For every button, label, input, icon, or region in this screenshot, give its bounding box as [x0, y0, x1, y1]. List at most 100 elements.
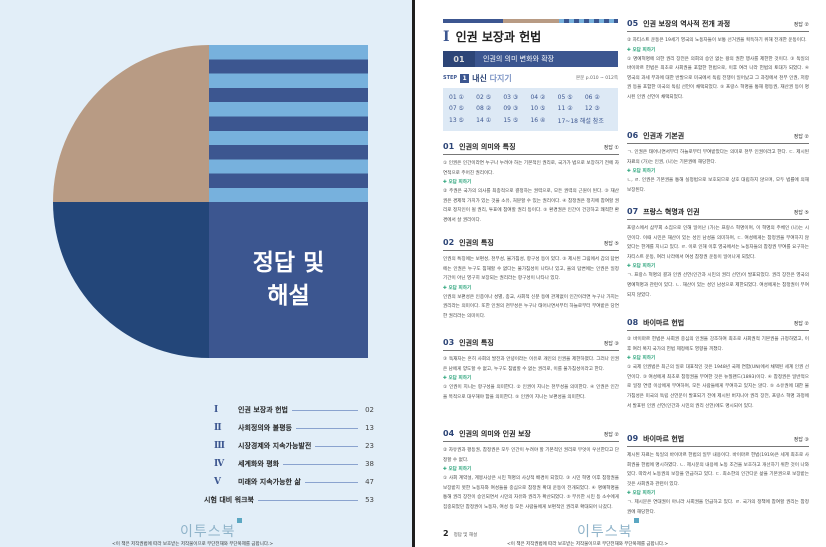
logo-text: 이투스북: [577, 524, 633, 540]
wrong-answer-tip-label: ✚ 오답 피하기: [443, 467, 472, 473]
step-header: STEP 1 내신 다지기 본문 p.010 ~ 012쪽: [443, 73, 618, 83]
toc-roman-numeral: Ⅲ: [214, 441, 225, 451]
chapter-title: 인권의 의미 변화와 확장: [483, 55, 555, 63]
answer-cell: 03 ③: [503, 94, 519, 101]
section-title: 인권 보장의 역사적 전개 과정: [643, 20, 731, 28]
answer-cell: 17~18 해설 참조: [557, 118, 604, 125]
answer-cell: 15 ⑤: [503, 117, 519, 124]
page-number-value: 2: [443, 529, 449, 538]
section-title: 프랑스 혁명과 인권: [643, 208, 700, 216]
wrong-answer-tip-label: ✚ 오답 피하기: [627, 169, 656, 175]
section-title: 인권의 특징: [459, 339, 494, 347]
publisher-logo: 이투스북: [180, 518, 242, 541]
toc-roman-numeral: Ⅱ: [214, 423, 222, 433]
answer-cell: 12 ③: [584, 105, 600, 112]
section-answer: 정답 ②: [793, 22, 809, 28]
explanation-section: 07 프랑스 혁명과 인권 정답 ⑤ 프랑스에서 삼부회 소집으로 인해 일어난 (가…: [627, 207, 809, 300]
wrong-answer-tip-label: ✚ 오답 피하기: [443, 376, 472, 382]
section-answer: 정답 ①: [603, 145, 619, 151]
toc-page-number: 38: [365, 460, 374, 468]
section-header: 07 프랑스 혁명과 인권 정답 ⑤: [627, 207, 809, 220]
wrong-answer-tip-body: 인권의 보편성은 인종이나 성별, 종교, 사회적 신분 등에 관계없이 인간이…: [443, 294, 619, 319]
section-title: 바이마르 헌법: [643, 319, 685, 327]
cover-stripes: [209, 45, 368, 202]
page-number: 2 정답 및 해설: [443, 529, 477, 538]
section-answer: 정답 ⑤: [603, 241, 619, 247]
wrong-answer-tip-body: ① 인권이 지니는 항구성을 의미한다. ② 인권이 지니는 천부성을 의미한다…: [443, 385, 619, 400]
section-body: 제시된 자료는 독일의 바이마르 헌법의 일부 내용이다. 바이마르 헌법(19…: [627, 453, 809, 487]
table-of-contents: Ⅰ 인권 보장과 헌법 02 Ⅱ 사회정의와 불평등 13 Ⅲ 시장경제와 지속가능발전 23 Ⅳ…: [204, 401, 374, 509]
section-answer: 정답 ②: [793, 134, 809, 140]
unit-title-text: 인권 보장과 헌법: [455, 30, 542, 44]
step-label: STEP: [443, 75, 458, 81]
section-title: 인권의 특징: [459, 239, 494, 247]
section-number: 01: [443, 142, 455, 151]
explanation-section: 01 인권의 의미와 특징 정답 ① ① 인권은 인간이라면 누구나 누려야 하는 기…: [443, 142, 619, 226]
wrong-answer-tip-label: ✚ 오답 피하기: [443, 285, 472, 291]
answer-cell: 04 ②: [530, 94, 546, 101]
section-body: 프랑스에서 삼부회 소집으로 인해 일어난 (가)는 프랑스 혁명이며, 이 혁…: [627, 226, 809, 260]
toc-item[interactable]: Ⅲ 시장경제와 지속가능발전 23: [214, 437, 374, 455]
answer-cell: 11 ②: [557, 105, 573, 112]
toc-item[interactable]: Ⅴ 미래와 지속가능한 삶 47: [214, 473, 374, 491]
toc-label: 인권 보장과 헌법: [238, 406, 288, 414]
toc-roman-numeral: Ⅴ: [214, 477, 221, 487]
section-number: 08: [627, 318, 639, 327]
section-header: 03 인권의 특징 정답 ③: [443, 338, 619, 351]
section-number: 09: [627, 434, 639, 443]
toc-label: 미래와 지속가능한 삶: [238, 478, 301, 486]
wrong-answer-tip-label: ✚ 오답 피하기: [627, 356, 656, 362]
logo-text: 이투스북: [180, 524, 236, 540]
wrong-answer-tip-label: ✚ 오답 피하기: [627, 47, 656, 53]
explanation-section: 08 바이마르 헌법 정답 ② ② 바이마르 헌법은 사회권 중심의 인권을 강조하여…: [627, 318, 809, 411]
section-title: 인권의 의미와 인권 보장: [459, 430, 531, 438]
section-body: ② 바이마르 헌법은 사회권 중심의 인권을 강조하여 최초로 사회권적 기본권…: [627, 337, 809, 352]
section-body: 인권의 특징에는 보편성, 천부성, 불가침성, 항구성 등이 있다. ⑤ 제시…: [443, 257, 619, 282]
copyright-notice-right: <이 책은 저작권법에 따라 보호받는 저작물이므로 무단전재와 무단복제를 금…: [507, 542, 669, 547]
wrong-answer-tip-label: ✚ 오답 피하기: [627, 264, 656, 270]
page-label: 정답 및 해설: [453, 533, 478, 538]
toc-page-number: 13: [365, 424, 374, 432]
section-body: ㄱ. 인권은 태어나면서부터 하늘로부터 부여받았다는 의미로 천부 인권이라고…: [627, 150, 809, 165]
wrong-answer-tip-body: ㄴ, ㄹ. 인권은 기본권을 통해 실정법으로 보호되므로 상호 대립하지 않으…: [627, 178, 809, 193]
section-number: 05: [627, 19, 639, 28]
toc-leader-line: [295, 427, 358, 429]
explanation-section: 09 바이마르 헌법 정답 ③ 제시된 자료는 독일의 바이마르 헌법의 일부 내용이…: [627, 434, 809, 518]
left-page: 정답 및 해설 Ⅰ 인권 보장과 헌법 02 Ⅱ 사회정의와 불평등 13 Ⅲ 시장경제와 지…: [0, 0, 412, 547]
toc-leader-line: [315, 445, 358, 447]
answer-cell: 02 ⑤: [476, 94, 492, 101]
toc-page-number: 53: [365, 496, 374, 504]
section-body: ② 자유권과 평등권, 참정권은 모두 인간이 누려야 할 기본적인 권리로 무…: [443, 448, 619, 463]
cover-title-line2: 해설: [267, 283, 310, 309]
answer-grid: 01 ① 02 ⑤ 03 ③ 04 ② 05 ⑤ 06 ② 07 ⑤ 08 ② 09 ③ 10 ⑤…: [443, 88, 618, 131]
explanation-section: 04 인권의 의미와 인권 보장 정답 ② ② 자유권과 평등권, 참정권은 모두 인…: [443, 429, 619, 513]
section-header: 06 인권과 기본권 정답 ②: [627, 131, 809, 144]
section-number: 03: [443, 338, 455, 347]
cover-quarter-circle-navy: [53, 202, 209, 358]
answer-cell: 06 ②: [584, 94, 600, 101]
wrong-answer-tip-body: ① 국제 인권법은 최근의 일로 대표적인 것은 1948년 국제 연합(UN)…: [627, 365, 809, 409]
explanation-section: 03 인권의 특징 정답 ③ ③ 독재자는 흔히 사회의 발전과 안녕이라는 이유로 …: [443, 338, 619, 402]
chapter-number: 01: [443, 51, 475, 67]
page-range: 본문 p.010 ~ 012쪽: [576, 76, 618, 81]
wrong-answer-tip-body: ㄱ. 제시문은 연대권이 아니라 사회권을 언급하고 있다. ㄹ. 국가의 정책…: [627, 500, 809, 515]
wrong-answer-tip-label: ✚ 오답 피하기: [443, 180, 472, 186]
cover-quarter-circle-tan: [53, 45, 209, 202]
toc-item[interactable]: 시험 대비 워크북 53: [204, 491, 374, 509]
section-body: ③ 독재자는 흔히 사회의 발전과 안녕이라는 이유로 개인의 인권을 제한하였…: [443, 357, 619, 372]
toc-label: 시장경제와 지속가능발전: [238, 442, 312, 450]
toc-label: 시험 대비 워크북: [204, 496, 254, 504]
toc-item[interactable]: Ⅰ 인권 보장과 헌법 02: [214, 401, 374, 419]
toc-item[interactable]: Ⅱ 사회정의와 불평등 13: [214, 419, 374, 437]
toc-item[interactable]: Ⅳ 세계화와 평화 38: [214, 455, 374, 473]
top-decor-bar: [443, 19, 618, 23]
section-header: 09 바이마르 헌법 정답 ③: [627, 434, 809, 447]
toc-label: 사회정의와 불평등: [238, 424, 292, 432]
chapter-banner: 01 인권의 의미 변화와 확장: [443, 51, 618, 67]
section-header: 08 바이마르 헌법 정답 ②: [627, 318, 809, 331]
cover-title-box: 정답 및 해설: [209, 202, 368, 358]
section-header: 04 인권의 의미와 인권 보장 정답 ②: [443, 429, 619, 442]
explanation-section: 05 인권 보장의 역사적 전개 과정 정답 ② ② 차티스트 운동은 19세기 영국…: [627, 19, 809, 103]
section-number: 02: [443, 238, 455, 247]
section-header: 01 인권의 의미와 특징 정답 ①: [443, 142, 619, 155]
